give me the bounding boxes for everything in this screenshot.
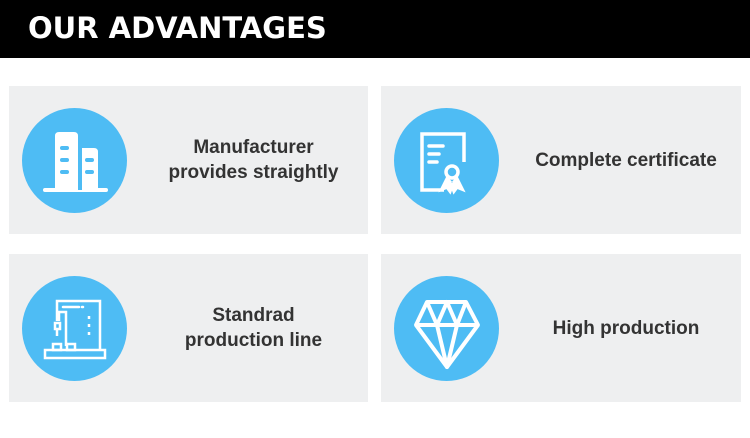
header-bar: OUR ADVANTAGES xyxy=(0,0,750,58)
label-line: production line xyxy=(184,330,323,351)
label-line: Complete certificate xyxy=(535,149,717,171)
advantage-card-manufacturer: Manufacturer provides straightly xyxy=(9,86,368,234)
advantage-card-production-line: Standrad production line xyxy=(9,254,368,402)
certificate-icon xyxy=(394,108,499,213)
advantage-label: High production xyxy=(511,254,741,402)
advantage-label: Standrad production line xyxy=(139,254,368,402)
advantage-card-certificate: Complete certificate xyxy=(381,86,741,234)
label-line: High production xyxy=(552,317,700,339)
label-line: Manufacturer xyxy=(193,137,314,158)
page-title: OUR ADVANTAGES xyxy=(28,11,327,45)
label-line: provides straightly xyxy=(168,162,339,183)
diamond-icon xyxy=(394,276,499,381)
label-line: Standrad xyxy=(212,305,295,326)
production-machine-icon xyxy=(22,276,127,381)
advantage-card-high-production: High production xyxy=(381,254,741,402)
advantage-label: Manufacturer provides straightly xyxy=(139,86,368,234)
buildings-icon xyxy=(22,108,127,213)
advantage-label: Complete certificate xyxy=(511,86,741,234)
